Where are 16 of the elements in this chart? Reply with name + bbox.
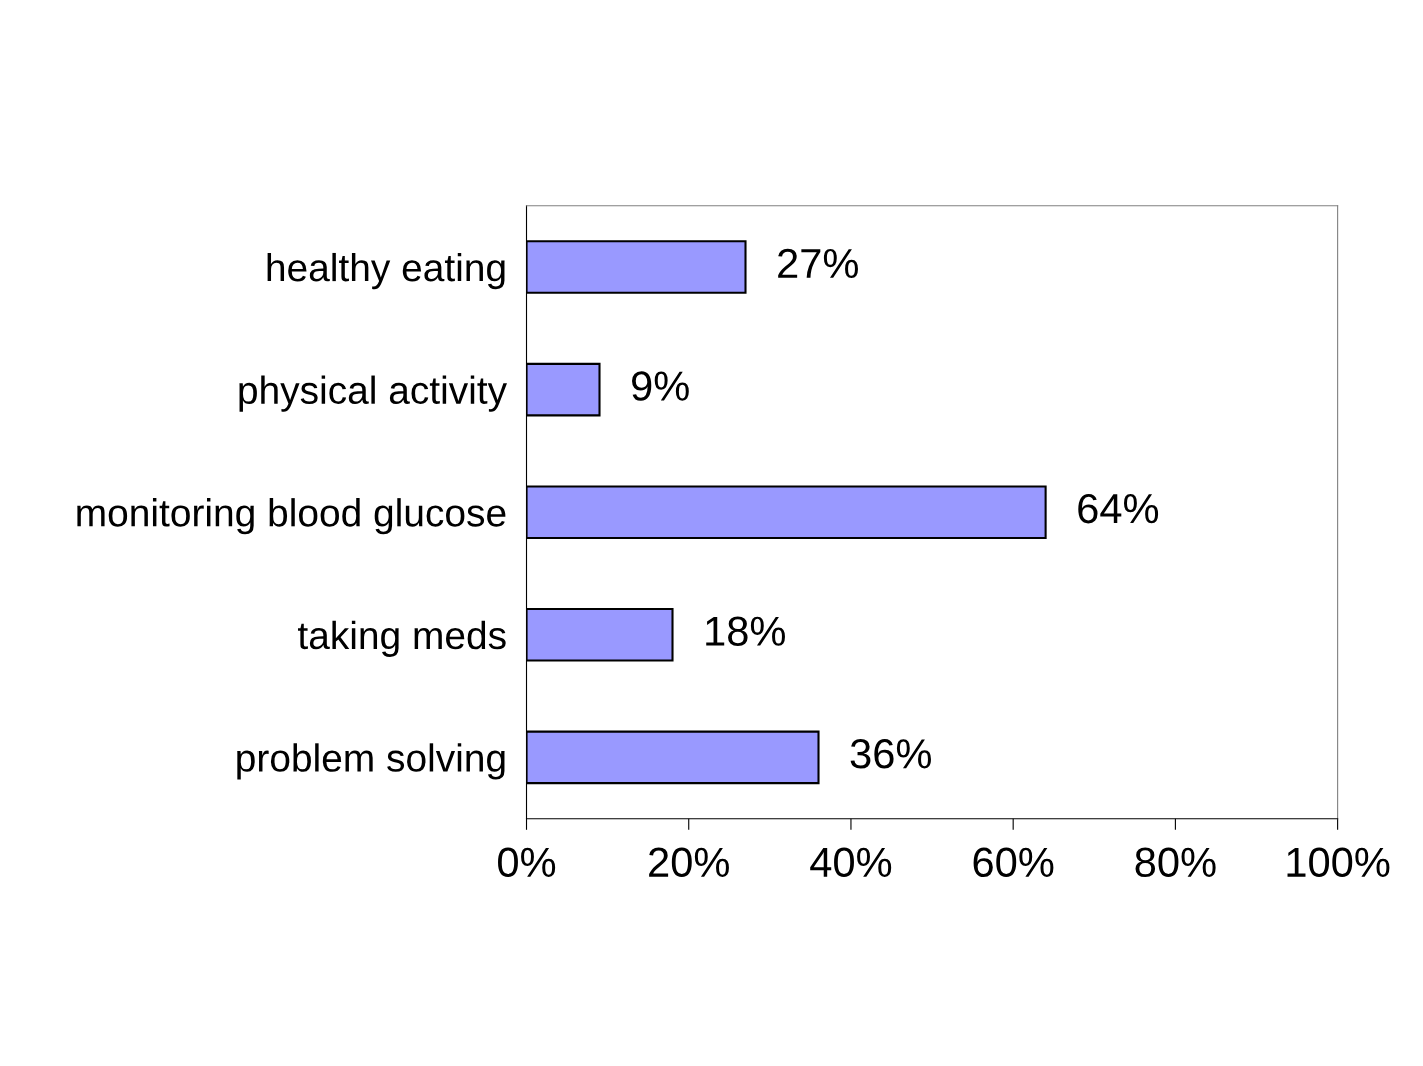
x-tick-label: 100% — [1287, 847, 1390, 878]
x-tick-label: 40% — [810, 847, 892, 878]
x-tick-label: 0% — [498, 847, 556, 878]
data-label: 9% — [632, 371, 689, 401]
data-label: 64% — [1078, 493, 1159, 524]
y-tick-label: physical activity — [239, 375, 507, 412]
data-label: 18% — [706, 616, 785, 646]
y-tick-label: monitoring blood glucose — [77, 498, 506, 535]
y-tick-label: healthy eating — [267, 252, 505, 290]
x-tick-label: 20% — [649, 847, 729, 878]
y-tick-label: taking meds — [298, 620, 506, 657]
data-label: 27% — [778, 248, 858, 279]
x-tick-label: 80% — [1135, 847, 1216, 878]
y-tick-label: problem solving — [237, 743, 505, 780]
x-tick-label: 60% — [973, 847, 1054, 878]
data-label: 36% — [850, 739, 931, 769]
